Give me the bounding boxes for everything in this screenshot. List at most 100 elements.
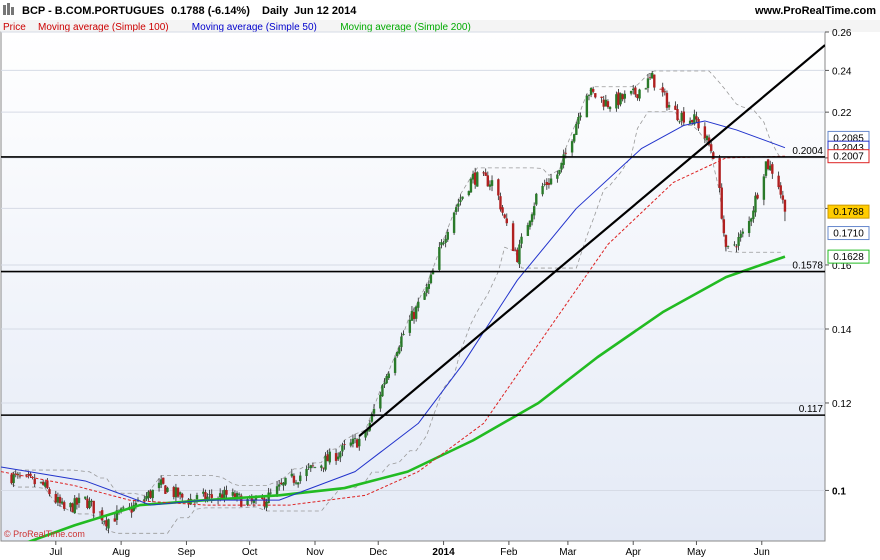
candle-body	[589, 88, 593, 95]
candle-body	[556, 174, 559, 179]
candle-body	[459, 199, 462, 203]
candle-body	[370, 413, 374, 422]
candle-body	[762, 176, 766, 200]
hline-label-0: 0.2004	[792, 146, 823, 157]
y-tick-label: 0.26	[832, 28, 852, 39]
candle-body	[619, 93, 622, 105]
candle-body	[726, 246, 730, 247]
candle-body	[324, 456, 327, 470]
candle-body	[497, 179, 500, 196]
candle-body	[275, 486, 279, 495]
plot-area	[0, 31, 826, 542]
candle-body	[218, 493, 222, 498]
candle-body	[442, 243, 445, 244]
candle-body	[246, 499, 249, 506]
candle-body	[653, 74, 656, 88]
candle-body	[143, 499, 146, 502]
candle-body	[44, 482, 47, 487]
candle-body	[457, 203, 460, 207]
candle-body	[14, 473, 17, 475]
candle-body	[438, 247, 441, 270]
candle-body	[63, 502, 66, 509]
hline-label-2: 0.117	[799, 404, 824, 415]
chart-title: BCP - B.COM.PORTUGUES	[22, 5, 164, 17]
candle-body	[176, 487, 180, 497]
legend-item-1: Moving average (Simple 100)	[38, 22, 169, 33]
candle-body	[358, 438, 361, 447]
candle-body	[417, 301, 420, 308]
candle-body	[54, 494, 57, 503]
candle-body	[650, 72, 654, 79]
candle-body	[334, 453, 338, 461]
candle-body	[349, 442, 353, 446]
candle-body	[750, 218, 753, 222]
candle-body	[103, 521, 106, 523]
candle-body	[676, 109, 679, 121]
candle-body	[476, 172, 479, 187]
x-tick-label: 2014	[432, 547, 455, 558]
candle-body	[355, 439, 359, 448]
price-badge-label-1: 0.2043	[833, 143, 864, 154]
candle-body	[562, 154, 565, 165]
candle-body	[58, 496, 62, 504]
price-badge-5	[827, 249, 870, 264]
candle-body	[366, 430, 369, 432]
candle-body	[467, 191, 471, 196]
candle-body	[747, 221, 751, 234]
candle-body	[383, 382, 386, 385]
y-tick-label: 0.1	[832, 486, 846, 497]
candle-body	[720, 187, 723, 219]
candle-body	[573, 134, 576, 142]
sma50-line	[1, 120, 786, 506]
candle-body	[105, 520, 108, 527]
candle-body	[526, 225, 530, 236]
candle-body	[166, 487, 169, 492]
candle-body	[379, 394, 382, 409]
candle-body	[490, 180, 494, 186]
candle-body	[145, 496, 148, 500]
x-tick-label: May	[687, 547, 706, 558]
candle-body	[427, 283, 431, 289]
candle-body	[414, 306, 418, 319]
candle-body	[579, 115, 582, 118]
candle-body	[284, 477, 287, 485]
candle-body	[277, 484, 281, 487]
candle-body	[695, 116, 698, 120]
candle-body	[752, 210, 755, 220]
candle-body	[381, 385, 384, 397]
candle-body	[621, 94, 624, 100]
hline-label-1: 0.1578	[792, 261, 823, 272]
candle-body	[766, 159, 770, 170]
candle-body	[431, 270, 435, 275]
candle-body	[754, 195, 757, 213]
candle-body	[659, 88, 662, 90]
candle-body	[705, 135, 709, 141]
candle-body	[307, 466, 310, 468]
candle-body	[425, 286, 428, 293]
candle-body	[107, 519, 110, 529]
candle-body	[223, 489, 226, 499]
candle-body	[305, 468, 308, 477]
candle-body	[225, 490, 228, 495]
y-tick-label: 0.16	[832, 261, 852, 272]
last-date: Jun 12 2014	[294, 5, 357, 17]
candle-body	[322, 467, 325, 469]
candle-body	[294, 482, 298, 484]
candle-body	[41, 481, 45, 485]
candle-body	[781, 195, 785, 200]
candle-body	[282, 482, 285, 486]
candle-body	[444, 238, 447, 243]
candle-body	[395, 352, 399, 357]
candle-body	[147, 491, 150, 499]
candle-body	[254, 498, 258, 501]
candle-body	[543, 184, 546, 185]
legend-item-3: Moving average (Simple 200)	[340, 22, 471, 33]
sma200-line	[27, 255, 786, 541]
candle-body	[309, 465, 312, 469]
candle-body	[71, 503, 74, 512]
candle-body	[372, 408, 376, 414]
candle-body	[558, 169, 561, 175]
candle-body	[12, 473, 15, 484]
x-tick-label: Mar	[559, 547, 577, 558]
candle-body	[69, 502, 72, 508]
